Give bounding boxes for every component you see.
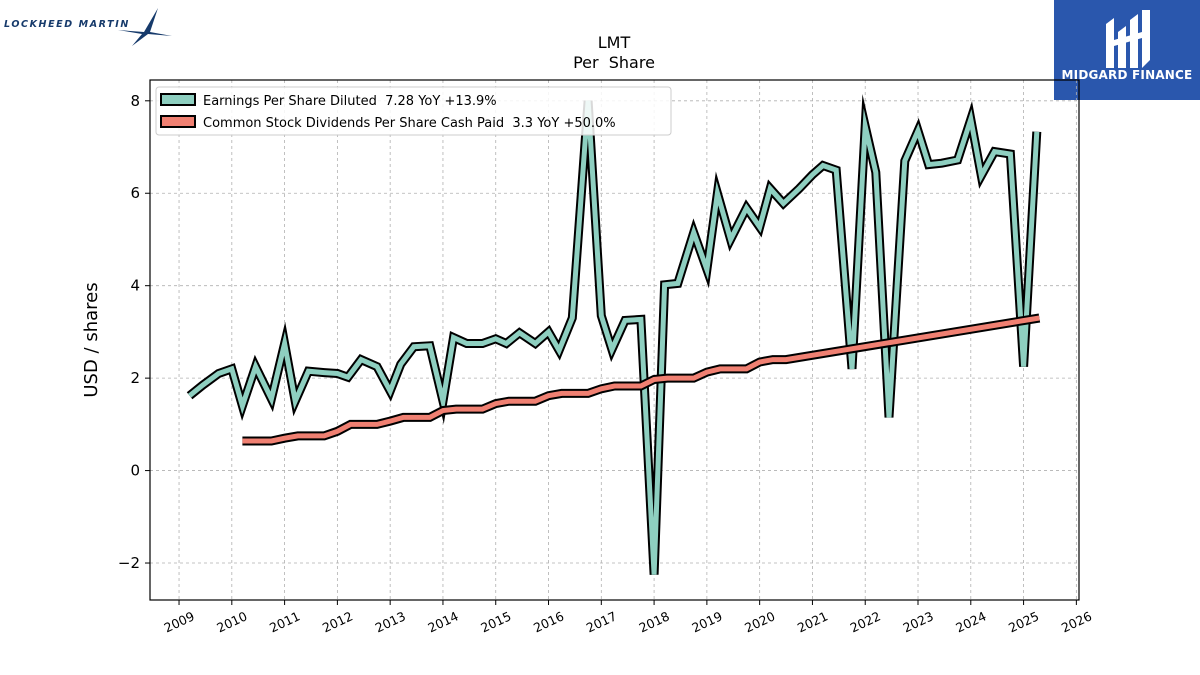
x-tick-label: 2015 — [478, 608, 513, 635]
series-dividends-line — [242, 315, 1040, 444]
y-axis-label: USD / shares — [81, 282, 102, 397]
grid-lines — [150, 80, 1079, 600]
y-axis: −2 0 2 4 6 8 — [118, 92, 150, 572]
legend-swatch-dividends — [160, 115, 196, 128]
midgard-finance-logo-text: MIDGARD FINANCE — [1061, 68, 1193, 82]
legend-label-eps: Earnings Per Share Diluted 7.28 YoY +13.… — [203, 94, 497, 109]
x-tick-label: 2022 — [848, 608, 883, 635]
chart-subtitle: Per Share — [573, 53, 655, 72]
x-tick-label: 2011 — [267, 608, 302, 635]
x-tick-label: 2023 — [901, 608, 936, 635]
x-tick-label: 2009 — [162, 608, 197, 635]
y-tick-label: 8 — [130, 92, 140, 110]
x-tick-label: 2013 — [373, 608, 408, 635]
x-tick-label: 2020 — [742, 608, 777, 635]
x-tick-label: 2024 — [953, 608, 988, 635]
x-tick-label: 2017 — [584, 608, 619, 635]
x-axis: 2009 2010 2011 2012 2013 2014 2015 2016 2017 2018… — [162, 600, 1094, 635]
chart-title: LMT — [598, 33, 631, 52]
y-tick-label: −2 — [118, 554, 140, 572]
y-tick-label: 2 — [130, 369, 140, 387]
x-tick-label: 2019 — [689, 608, 724, 635]
x-tick-label: 2014 — [425, 608, 460, 635]
legend-box — [155, 86, 672, 136]
x-tick-label: 2018 — [637, 608, 672, 635]
x-tick-label: 2016 — [531, 608, 566, 635]
series-dividends — [242, 313, 1041, 446]
legend-swatch-eps — [160, 93, 196, 106]
y-tick-label: 6 — [130, 184, 140, 202]
series-eps-line — [188, 100, 1040, 575]
x-tick-label: 2012 — [320, 608, 355, 635]
legend: Earnings Per Share Diluted 7.28 YoY +13.… — [155, 86, 672, 136]
x-tick-label: 2010 — [214, 608, 249, 635]
midgard-finance-logo: MIDGARD FINANCE — [1054, 0, 1200, 100]
x-tick-label: 2026 — [1059, 608, 1094, 635]
x-tick-label: 2025 — [1006, 608, 1041, 635]
lockheed-martin-logo: LOCKHEED MARTIN — [4, 6, 174, 46]
midgard-monogram-icon — [1106, 10, 1150, 68]
y-tick-label: 0 — [130, 462, 140, 480]
plot-frame — [149, 79, 1080, 601]
legend-label-dividends: Common Stock Dividends Per Share Cash Pa… — [203, 116, 616, 131]
lockheed-martin-logo-text: LOCKHEED MARTIN — [4, 19, 130, 30]
y-tick-label: 4 — [130, 277, 140, 295]
series-layer — [186, 94, 1042, 575]
series-eps — [186, 94, 1042, 575]
x-tick-label: 2021 — [795, 608, 830, 635]
